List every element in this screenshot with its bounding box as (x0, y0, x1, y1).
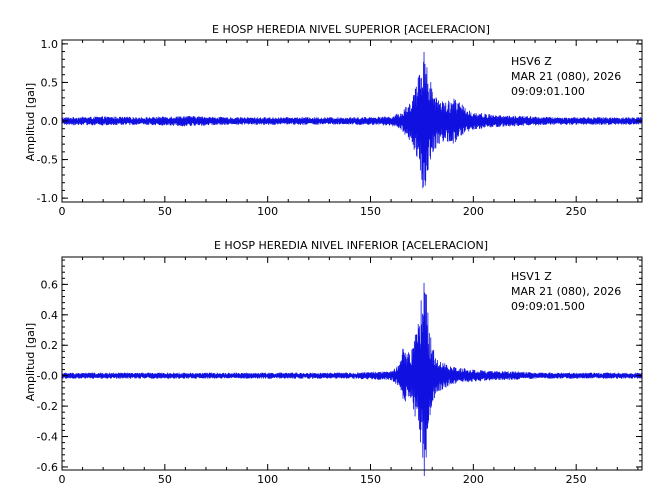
axis-ticks: 0 50 100 150 200 250 -1.0 -0.5 0.0 0.5 1.0 (37, 38, 642, 218)
station-label: HSV6 Z (511, 55, 552, 68)
chart-title: E HOSP HEREDIA NIVEL INFERIOR [ACELERACI… (214, 239, 488, 252)
seismic-trace (61, 282, 643, 477)
y-tick-label: 0.6 (41, 278, 59, 291)
y-axis-label: Amplitud [gal] (24, 83, 37, 161)
chart-title: E HOSP HEREDIA NIVEL SUPERIOR [ACELERACI… (212, 23, 490, 36)
x-tick-label: 150 (360, 473, 381, 486)
x-tick-label: 50 (158, 205, 172, 218)
x-tick-label: 100 (257, 205, 278, 218)
x-tick-label: 200 (463, 205, 484, 218)
y-tick-label: -0.6 (37, 461, 58, 474)
x-tick-label: 100 (257, 473, 278, 486)
x-tick-label: 250 (566, 205, 587, 218)
y-tick-label: 0.4 (41, 309, 59, 322)
station-label: HSV1 Z (511, 270, 552, 283)
y-tick-label: -0.4 (37, 431, 58, 444)
y-tick-label: -0.5 (37, 154, 58, 167)
time-label: 09:09:01.500 (511, 300, 585, 313)
seismic-trace (61, 51, 643, 189)
time-label: 09:09:01.100 (511, 85, 585, 98)
y-tick-label: 1.0 (41, 38, 59, 51)
plot-area (61, 51, 643, 189)
chart-panel-superior: E HOSP HEREDIA NIVEL SUPERIOR [ACELERACI… (24, 23, 643, 218)
y-tick-label: -0.0 (37, 370, 58, 383)
y-tick-label: 0.0 (41, 115, 59, 128)
x-tick-label: 50 (158, 473, 172, 486)
x-tick-label: 150 (360, 205, 381, 218)
y-axis-label: Amplitud [gal] (24, 323, 37, 401)
x-tick-label: 250 (566, 473, 587, 486)
y-tick-label: -1.0 (37, 192, 58, 205)
x-tick-label: 0 (59, 473, 66, 486)
x-tick-label: 0 (59, 205, 66, 218)
chart-panel-inferior: E HOSP HEREDIA NIVEL INFERIOR [ACELERACI… (24, 239, 643, 486)
date-label: MAR 21 (080), 2026 (511, 285, 621, 298)
y-tick-label: 0.2 (41, 339, 59, 352)
y-tick-label: 0.5 (41, 76, 59, 89)
date-label: MAR 21 (080), 2026 (511, 70, 621, 83)
x-tick-label: 200 (463, 473, 484, 486)
plot-area (61, 282, 643, 477)
axis-ticks: 0 50 100 150 200 250 -0.6 -0.4 -0.2 -0.0 0.2 0.4 0.6 (37, 257, 642, 486)
y-tick-label: -0.2 (37, 400, 58, 413)
